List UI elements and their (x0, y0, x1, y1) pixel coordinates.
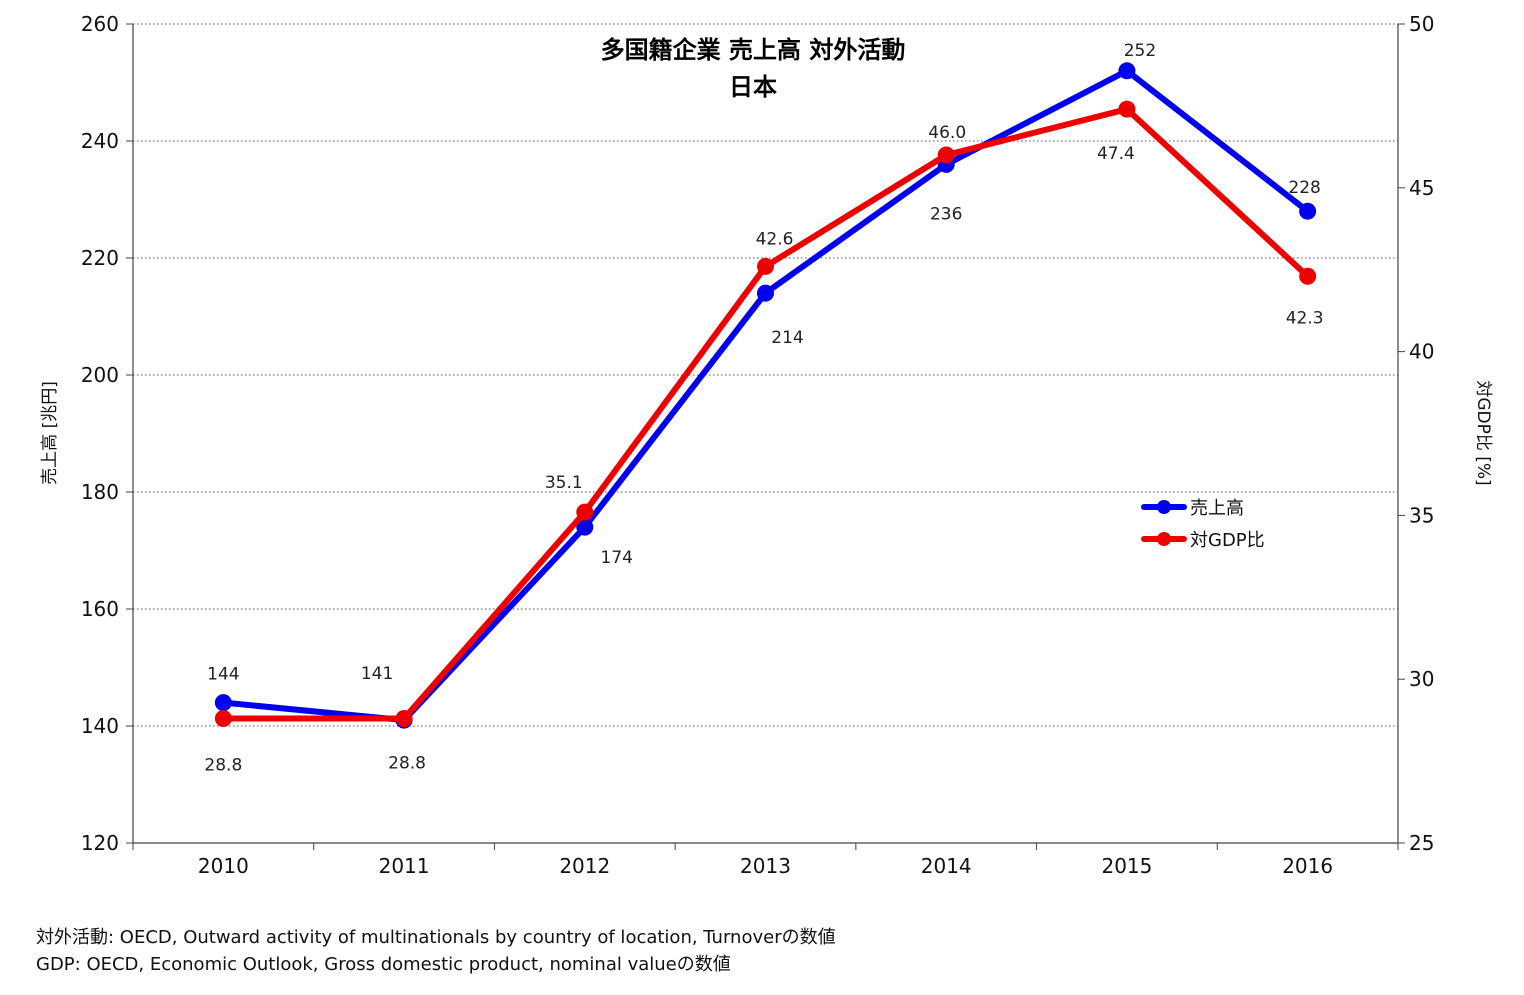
footnote-source-activity: 対外活動: OECD, Outward activity of multinat… (36, 927, 836, 948)
data-label: 228 (1288, 178, 1320, 198)
data-point (757, 257, 774, 275)
y-right-tick-label: 35 (1409, 503, 1434, 527)
data-label: 28.8 (204, 756, 242, 776)
footnotes: 対外活動: OECD, Outward activity of multinat… (36, 924, 836, 978)
gridlines (133, 23, 1398, 727)
footnote-source-gdp: GDP: OECD, Economic Outlook, Gross domes… (36, 954, 731, 975)
y-left-tick-label: 120 (81, 831, 119, 855)
data-point (214, 694, 232, 712)
y-left-tick-label: 180 (81, 480, 119, 504)
data-point (576, 503, 594, 521)
x-tick-label: 2011 (379, 854, 430, 878)
x-tick-label: 2012 (559, 854, 610, 878)
data-label: 144 (207, 665, 239, 685)
x-tick-label: 2015 (1101, 854, 1152, 878)
data-point (1299, 267, 1317, 285)
x-tick-label: 2013 (740, 854, 791, 878)
series-line-2 (220, 106, 1311, 722)
y-right-tick-label: 50 (1409, 12, 1434, 36)
chart-title: 多国籍企業 売上高 対外活動 (601, 36, 906, 64)
data-point (1299, 202, 1317, 220)
y-left-tick-label: 260 (81, 12, 119, 36)
y-left-tick-label: 160 (81, 597, 119, 621)
data-label: 46.0 (928, 123, 966, 143)
data-label: 42.3 (1286, 308, 1324, 328)
data-point (395, 710, 413, 728)
y-right-tick-label: 25 (1409, 831, 1434, 855)
data-label: 236 (930, 204, 962, 224)
series-lines (214, 62, 1317, 729)
legend-label: 売上高 (1190, 498, 1244, 519)
data-label: 28.8 (388, 754, 426, 774)
y-left-tick-label: 200 (81, 363, 119, 387)
legend-marker (1157, 532, 1171, 546)
chart-subtitle: 日本 (729, 73, 777, 101)
data-label: 35.1 (545, 473, 583, 493)
data-point (576, 518, 594, 536)
y-right-tick-label: 40 (1409, 340, 1434, 364)
data-label: 252 (1124, 41, 1156, 61)
data-point (214, 710, 232, 728)
y-left-tick-label: 220 (81, 246, 119, 270)
y-left-tick-label: 140 (81, 714, 119, 738)
legend-marker (1157, 500, 1171, 514)
data-label: 174 (601, 548, 633, 568)
data-label: 47.4 (1097, 144, 1135, 164)
y-axis-right-label: 対GDP比 [%] (1473, 380, 1493, 485)
data-point (1118, 100, 1136, 118)
series-line-1 (220, 67, 1311, 724)
data-label: 214 (771, 328, 803, 348)
x-tick-label: 2016 (1282, 854, 1333, 878)
y-axis-left-label: 売上高 [兆円] (40, 381, 60, 485)
y-left-tick-label: 240 (81, 129, 119, 153)
legend-label: 対GDP比 (1190, 530, 1265, 551)
axes: 120 140 160 180 200 220 240 260 25 30 35 40 45 50 2010… (81, 12, 1435, 878)
x-tick-label: 2014 (921, 854, 972, 878)
data-point (757, 284, 774, 302)
data-label: 141 (361, 664, 393, 684)
y-right-tick-label: 30 (1409, 667, 1434, 691)
data-labels: 144 141 174 214 236 252 228 28.8 28.8 35.1 42.6 46.… (204, 41, 1323, 776)
chart: 120 140 160 180 200 220 240 260 25 30 35 40 45 50 2010… (40, 12, 1493, 878)
data-point (937, 146, 955, 164)
x-tick-label: 2010 (198, 854, 249, 878)
data-point (1118, 62, 1136, 80)
y-right-tick-label: 45 (1409, 176, 1434, 200)
data-label: 42.6 (756, 229, 794, 249)
